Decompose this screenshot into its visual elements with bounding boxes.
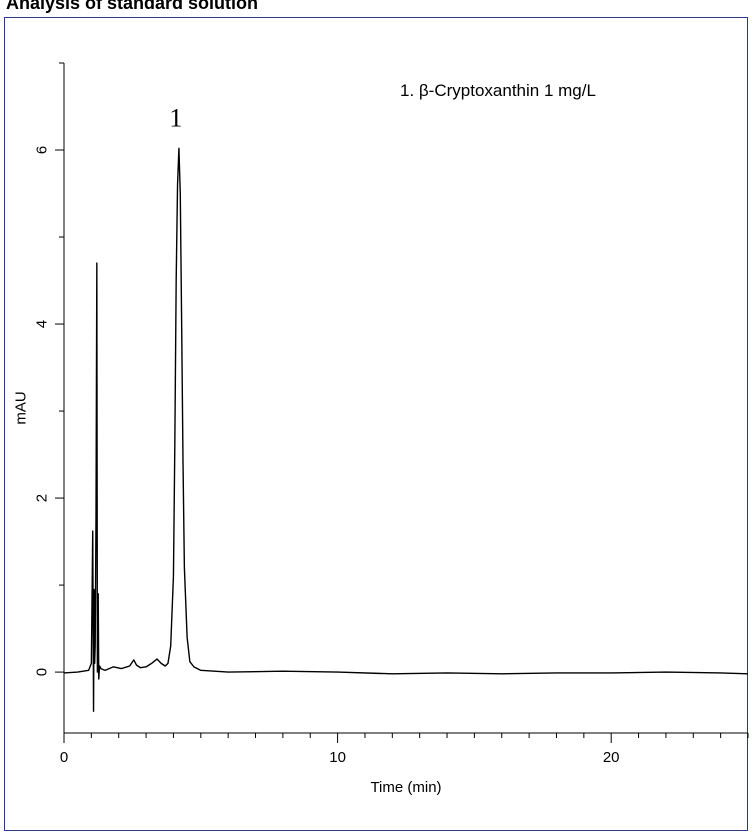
y-axis-title: mAU bbox=[13, 391, 30, 424]
y-tick-label: 0 bbox=[34, 668, 51, 676]
x-axis-title: Time (min) bbox=[370, 779, 441, 796]
y-tick-label: 4 bbox=[34, 320, 51, 328]
x-tick-label: 20 bbox=[603, 749, 620, 766]
series-line bbox=[63, 147, 749, 712]
y-tick-label: 6 bbox=[34, 146, 51, 154]
peak-labels: 1 bbox=[169, 103, 182, 132]
y-tick-label: 2 bbox=[34, 494, 51, 502]
ticks bbox=[55, 62, 749, 743]
peak-label: 1 bbox=[169, 103, 182, 132]
chromatogram-chart: 0 10 20 0 2 4 6 mAU Time (min) 1. β-Cryptoxant… bbox=[13, 62, 749, 796]
x-tick-label: 0 bbox=[60, 749, 68, 766]
tick-labels: 0 10 20 0 2 4 6 bbox=[34, 146, 620, 766]
page-title: Analysis of standard solution bbox=[6, 0, 259, 13]
axes bbox=[63, 63, 748, 734]
chart-frame: 0 10 20 0 2 4 6 mAU Time (min) 1. β-Cryptoxant… bbox=[4, 17, 749, 831]
x-tick-label: 10 bbox=[329, 749, 346, 766]
legend-entry: 1. β-Cryptoxanthin 1 mg/L bbox=[400, 81, 596, 100]
